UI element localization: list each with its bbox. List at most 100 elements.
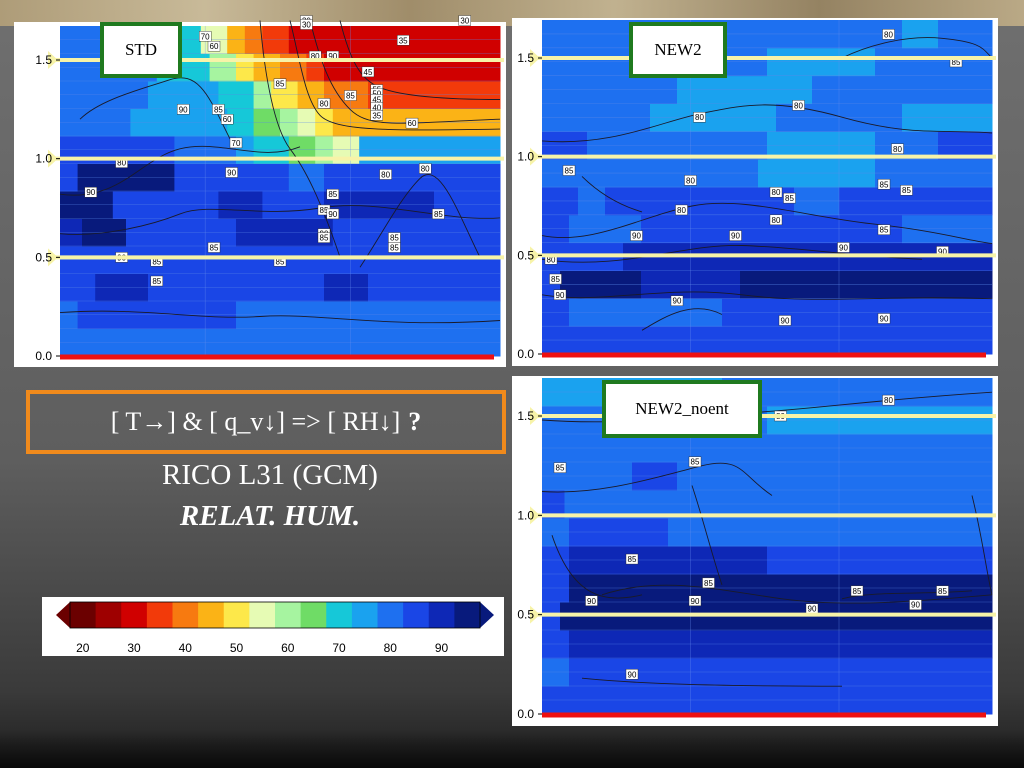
- contour-label: 90: [778, 315, 792, 326]
- colorbar-low-arrow-icon: [56, 602, 70, 628]
- contour-label: 90: [729, 230, 742, 241]
- contour-label: 85: [432, 208, 445, 220]
- contour-label: 90: [837, 242, 850, 253]
- contour-label: 80: [882, 394, 895, 406]
- contour-label-text: 85: [276, 257, 285, 266]
- contour-label-text: 90: [632, 232, 641, 241]
- colorbar-tick-label: 30: [127, 641, 141, 655]
- contour-label-text: 85: [880, 226, 889, 235]
- contour-label-text: 80: [884, 30, 893, 39]
- contour-label-text: 85: [902, 186, 911, 195]
- contour-label: 85: [212, 104, 225, 115]
- contour-label: 85: [688, 456, 702, 467]
- contour-line: [59, 310, 501, 324]
- contour-label-text: 85: [276, 80, 285, 89]
- contour-label-text: 80: [421, 165, 430, 174]
- colorbar-swatch: [377, 602, 404, 628]
- contour-label-text: 85: [628, 555, 637, 564]
- contour-label: 80: [769, 186, 783, 198]
- contour-label-text: 90: [911, 601, 920, 610]
- contour-label-text: 35: [372, 111, 381, 120]
- reference-arrow-icon: [530, 407, 540, 425]
- contour-label-text: 85: [691, 458, 700, 467]
- contour-label-text: 90: [179, 105, 188, 114]
- contour-label: 85: [783, 192, 796, 204]
- contour-label: 85: [900, 185, 913, 196]
- contour-label-text: 30: [460, 17, 469, 26]
- contour-label-text: 85: [152, 277, 161, 286]
- colorbar-tick-label: 20: [76, 641, 90, 655]
- contour-label: 85: [850, 585, 864, 597]
- contour-label-text: 80: [893, 145, 902, 154]
- subtitle-line-2: RELAT. HUM.: [179, 500, 361, 532]
- contour-line: [641, 308, 723, 331]
- contour-label-text: 80: [117, 159, 126, 168]
- question-box: [ T → ] & [ q_v ↓ ] => [ RH ↓ ] ?: [26, 390, 506, 454]
- contour-label: 80: [882, 29, 895, 40]
- contour-label-text: 70: [232, 139, 241, 148]
- contour-line: [691, 485, 723, 586]
- contour-label: 90: [585, 595, 598, 606]
- reference-arrow-icon: [48, 51, 58, 69]
- y-tick-label: 0.5: [35, 250, 52, 264]
- contour-label-text: 40: [372, 103, 381, 112]
- contour-label-text: 85: [556, 464, 565, 473]
- contour-label: 45: [361, 66, 375, 78]
- contour-line: [359, 174, 481, 268]
- contour-line: [541, 462, 773, 496]
- contour-label: 90: [225, 167, 238, 178]
- contour-label-text: 85: [880, 180, 889, 189]
- colorbar-swatch: [351, 602, 378, 628]
- contour-label: 85: [326, 188, 339, 200]
- contour-label-text: 80: [695, 113, 704, 122]
- contour-label-text: 85: [785, 194, 794, 203]
- contour-label-text: 85: [346, 92, 355, 101]
- contour-label-text: 80: [794, 101, 803, 110]
- y-tick-label: 1.5: [517, 51, 534, 65]
- contour-label: 80: [792, 100, 805, 111]
- colorbar-swatch: [454, 602, 481, 628]
- contour-label-text: 85: [210, 243, 219, 252]
- contour-label-text: 60: [210, 42, 219, 51]
- contour-label-text: 90: [86, 188, 95, 197]
- contour-line: [841, 590, 973, 600]
- contour-label: 70: [198, 31, 212, 42]
- contour-label: 85: [273, 78, 287, 89]
- colorbar: 20 30 40 50 60 70 80 90: [56, 601, 494, 655]
- contour-label-text: 80: [547, 255, 556, 264]
- colorbar-tick-label: 90: [435, 641, 449, 655]
- contour-label-text: 85: [704, 579, 713, 588]
- contour-label-text: 85: [938, 587, 947, 596]
- colorbar-high-arrow-icon: [480, 602, 494, 628]
- contour-label-text: 50: [372, 90, 381, 99]
- colorbar-swatch: [275, 602, 302, 628]
- contour-label-text: 80: [686, 176, 695, 185]
- contour-label: 90: [326, 208, 339, 220]
- contour-label-text: 90: [880, 314, 889, 323]
- contour-label-text: 90: [328, 210, 337, 219]
- y-tick-label: 0.0: [517, 707, 534, 721]
- contour-label-text: 90: [328, 52, 337, 61]
- contour-label-text: 60: [223, 115, 232, 124]
- contour-label: 85: [936, 585, 949, 597]
- contour-label: 85: [317, 232, 331, 243]
- contour-label-text: 60: [408, 119, 417, 128]
- colorbar-tick-label: 50: [230, 641, 244, 655]
- contour-label: 80: [675, 204, 688, 216]
- contour-label: 60: [207, 40, 221, 52]
- contour-label-text: 85: [565, 166, 574, 175]
- contour-label: 90: [625, 669, 639, 680]
- contour-label-text: 80: [381, 170, 390, 179]
- contour-label: 30: [300, 19, 313, 30]
- contour-label: 90: [630, 230, 643, 241]
- contour-label: 85: [150, 275, 164, 287]
- contour-label-text: 85: [952, 58, 961, 67]
- reference-arrow-icon: [48, 149, 58, 168]
- contour-label-text: 80: [772, 188, 781, 197]
- contour-label-text: 85: [390, 243, 399, 252]
- heatmap-plot-area: 80 85 80 80 80 85 80 85 85 85 80 80 80 85 90 90 90 90 85 90…: [541, 20, 993, 355]
- contour-label: 80: [693, 111, 706, 123]
- std-panel-label: STD: [100, 22, 182, 78]
- contour-label-text: 85: [434, 210, 443, 219]
- contour-label-text: 90: [808, 605, 817, 614]
